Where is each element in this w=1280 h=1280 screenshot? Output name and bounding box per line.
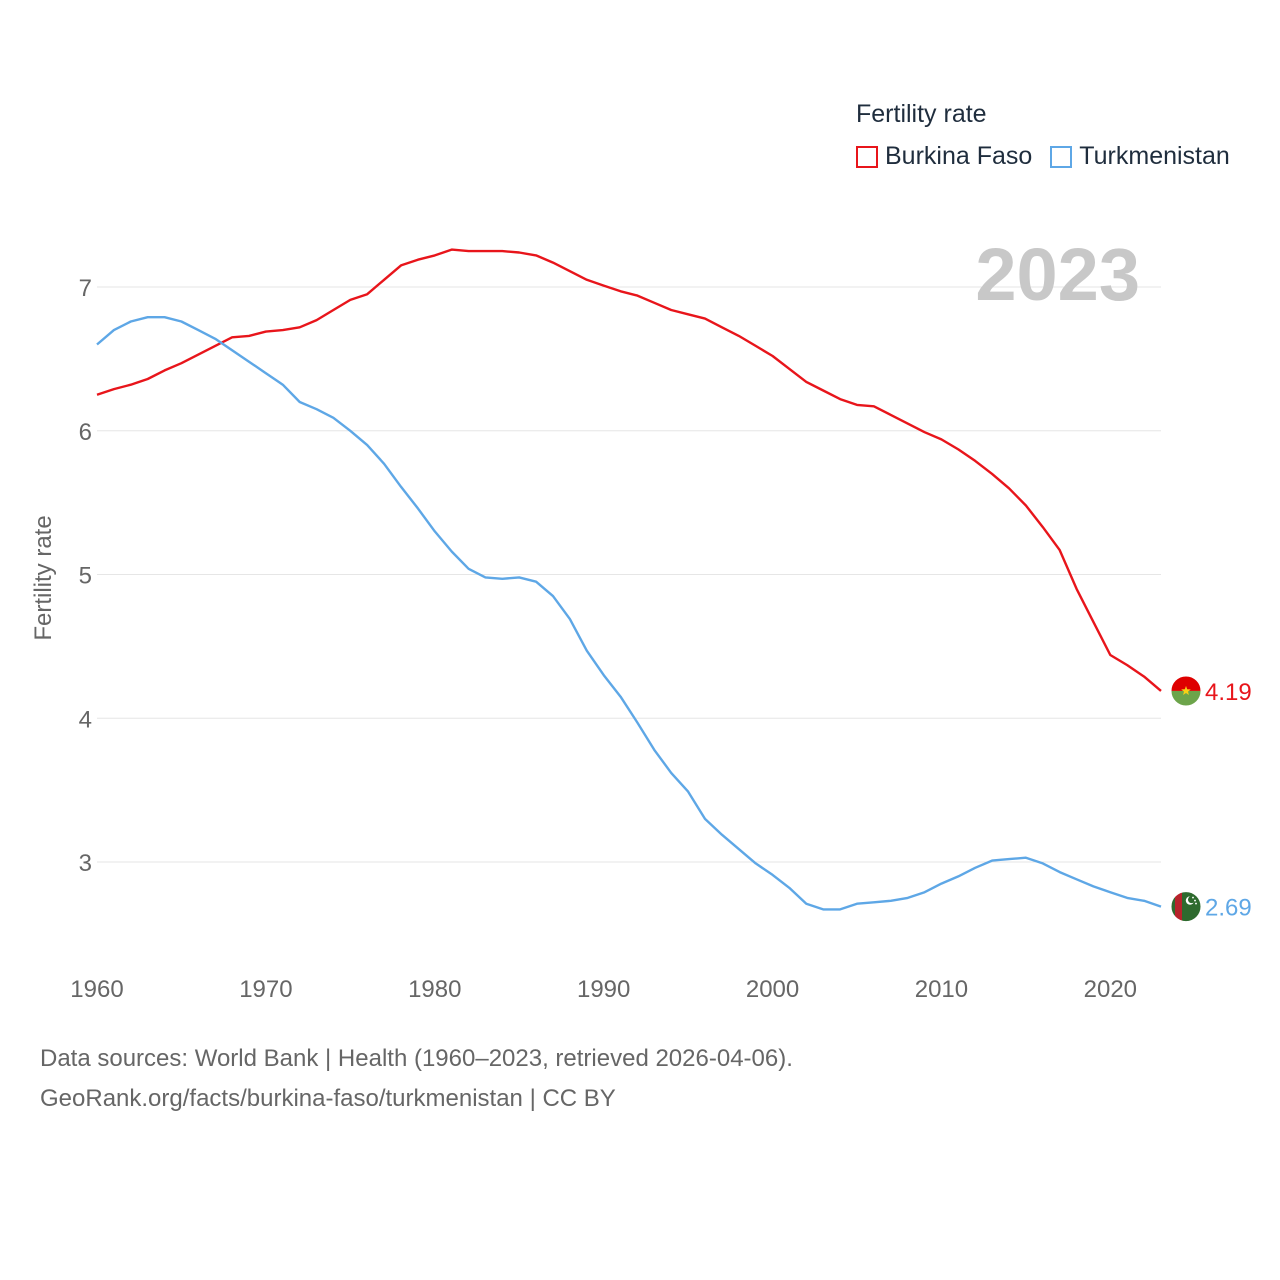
series-lines (96, 248, 1162, 911)
x-tick-label: 2010 (915, 976, 968, 1003)
y-axis-label: Fertility rate (30, 515, 57, 640)
legend-label-burkina-faso: Burkina Faso (885, 142, 1033, 170)
y-tick-label: 3 (79, 850, 92, 877)
x-tick-label: 2020 (1084, 976, 1137, 1003)
x-tick-label: 1980 (408, 976, 461, 1003)
y-tick-label: 7 (79, 275, 92, 302)
end-value-label-turkmenistan: 2.69 (1205, 895, 1252, 922)
x-tick-label: 1960 (70, 976, 123, 1003)
y-tick-label: 6 (79, 419, 92, 446)
x-axis-ticks: 1960 1970 1980 1990 2000 2010 2020 (70, 976, 1137, 1003)
legend-swatch-turkmenistan (1050, 145, 1073, 168)
legend-item-turkmenistan[interactable]: Turkmenistan (1050, 142, 1230, 171)
y-tick-label: 5 (79, 563, 92, 590)
legend-swatch-burkina-faso (856, 145, 878, 168)
flag-icon-burkina-faso (1170, 675, 1202, 707)
legend-title: Fertility rate (856, 100, 987, 128)
x-tick-label: 2000 (746, 976, 799, 1003)
legend-label-turkmenistan: Turkmenistan (1079, 142, 1230, 170)
x-tick-label: 1970 (239, 976, 292, 1003)
end-value-label-burkina-faso: 4.19 (1205, 679, 1252, 706)
x-tick-label: 1990 (577, 976, 630, 1003)
year-label: 2023 (975, 233, 1140, 316)
grid-lines (97, 286, 1161, 863)
y-axis-ticks: 3 4 5 6 7 (79, 275, 92, 877)
source-text: Data sources: World Bank | Health (1960–… (40, 1045, 793, 1072)
end-markers: 4.19 2.69 (1170, 675, 1252, 923)
series-line-turkmenistan (96, 316, 1162, 911)
y-tick-label: 4 (79, 706, 92, 733)
series-line-burkina-faso (96, 248, 1162, 692)
flag-icon-turkmenistan (1170, 891, 1202, 923)
legend: Burkina Faso Turkmenistan (856, 142, 1248, 171)
source-link[interactable]: GeoRank.org/facts/burkina-faso/turkmenis… (40, 1085, 616, 1112)
legend-item-burkina-faso[interactable]: Burkina Faso (856, 142, 1032, 171)
